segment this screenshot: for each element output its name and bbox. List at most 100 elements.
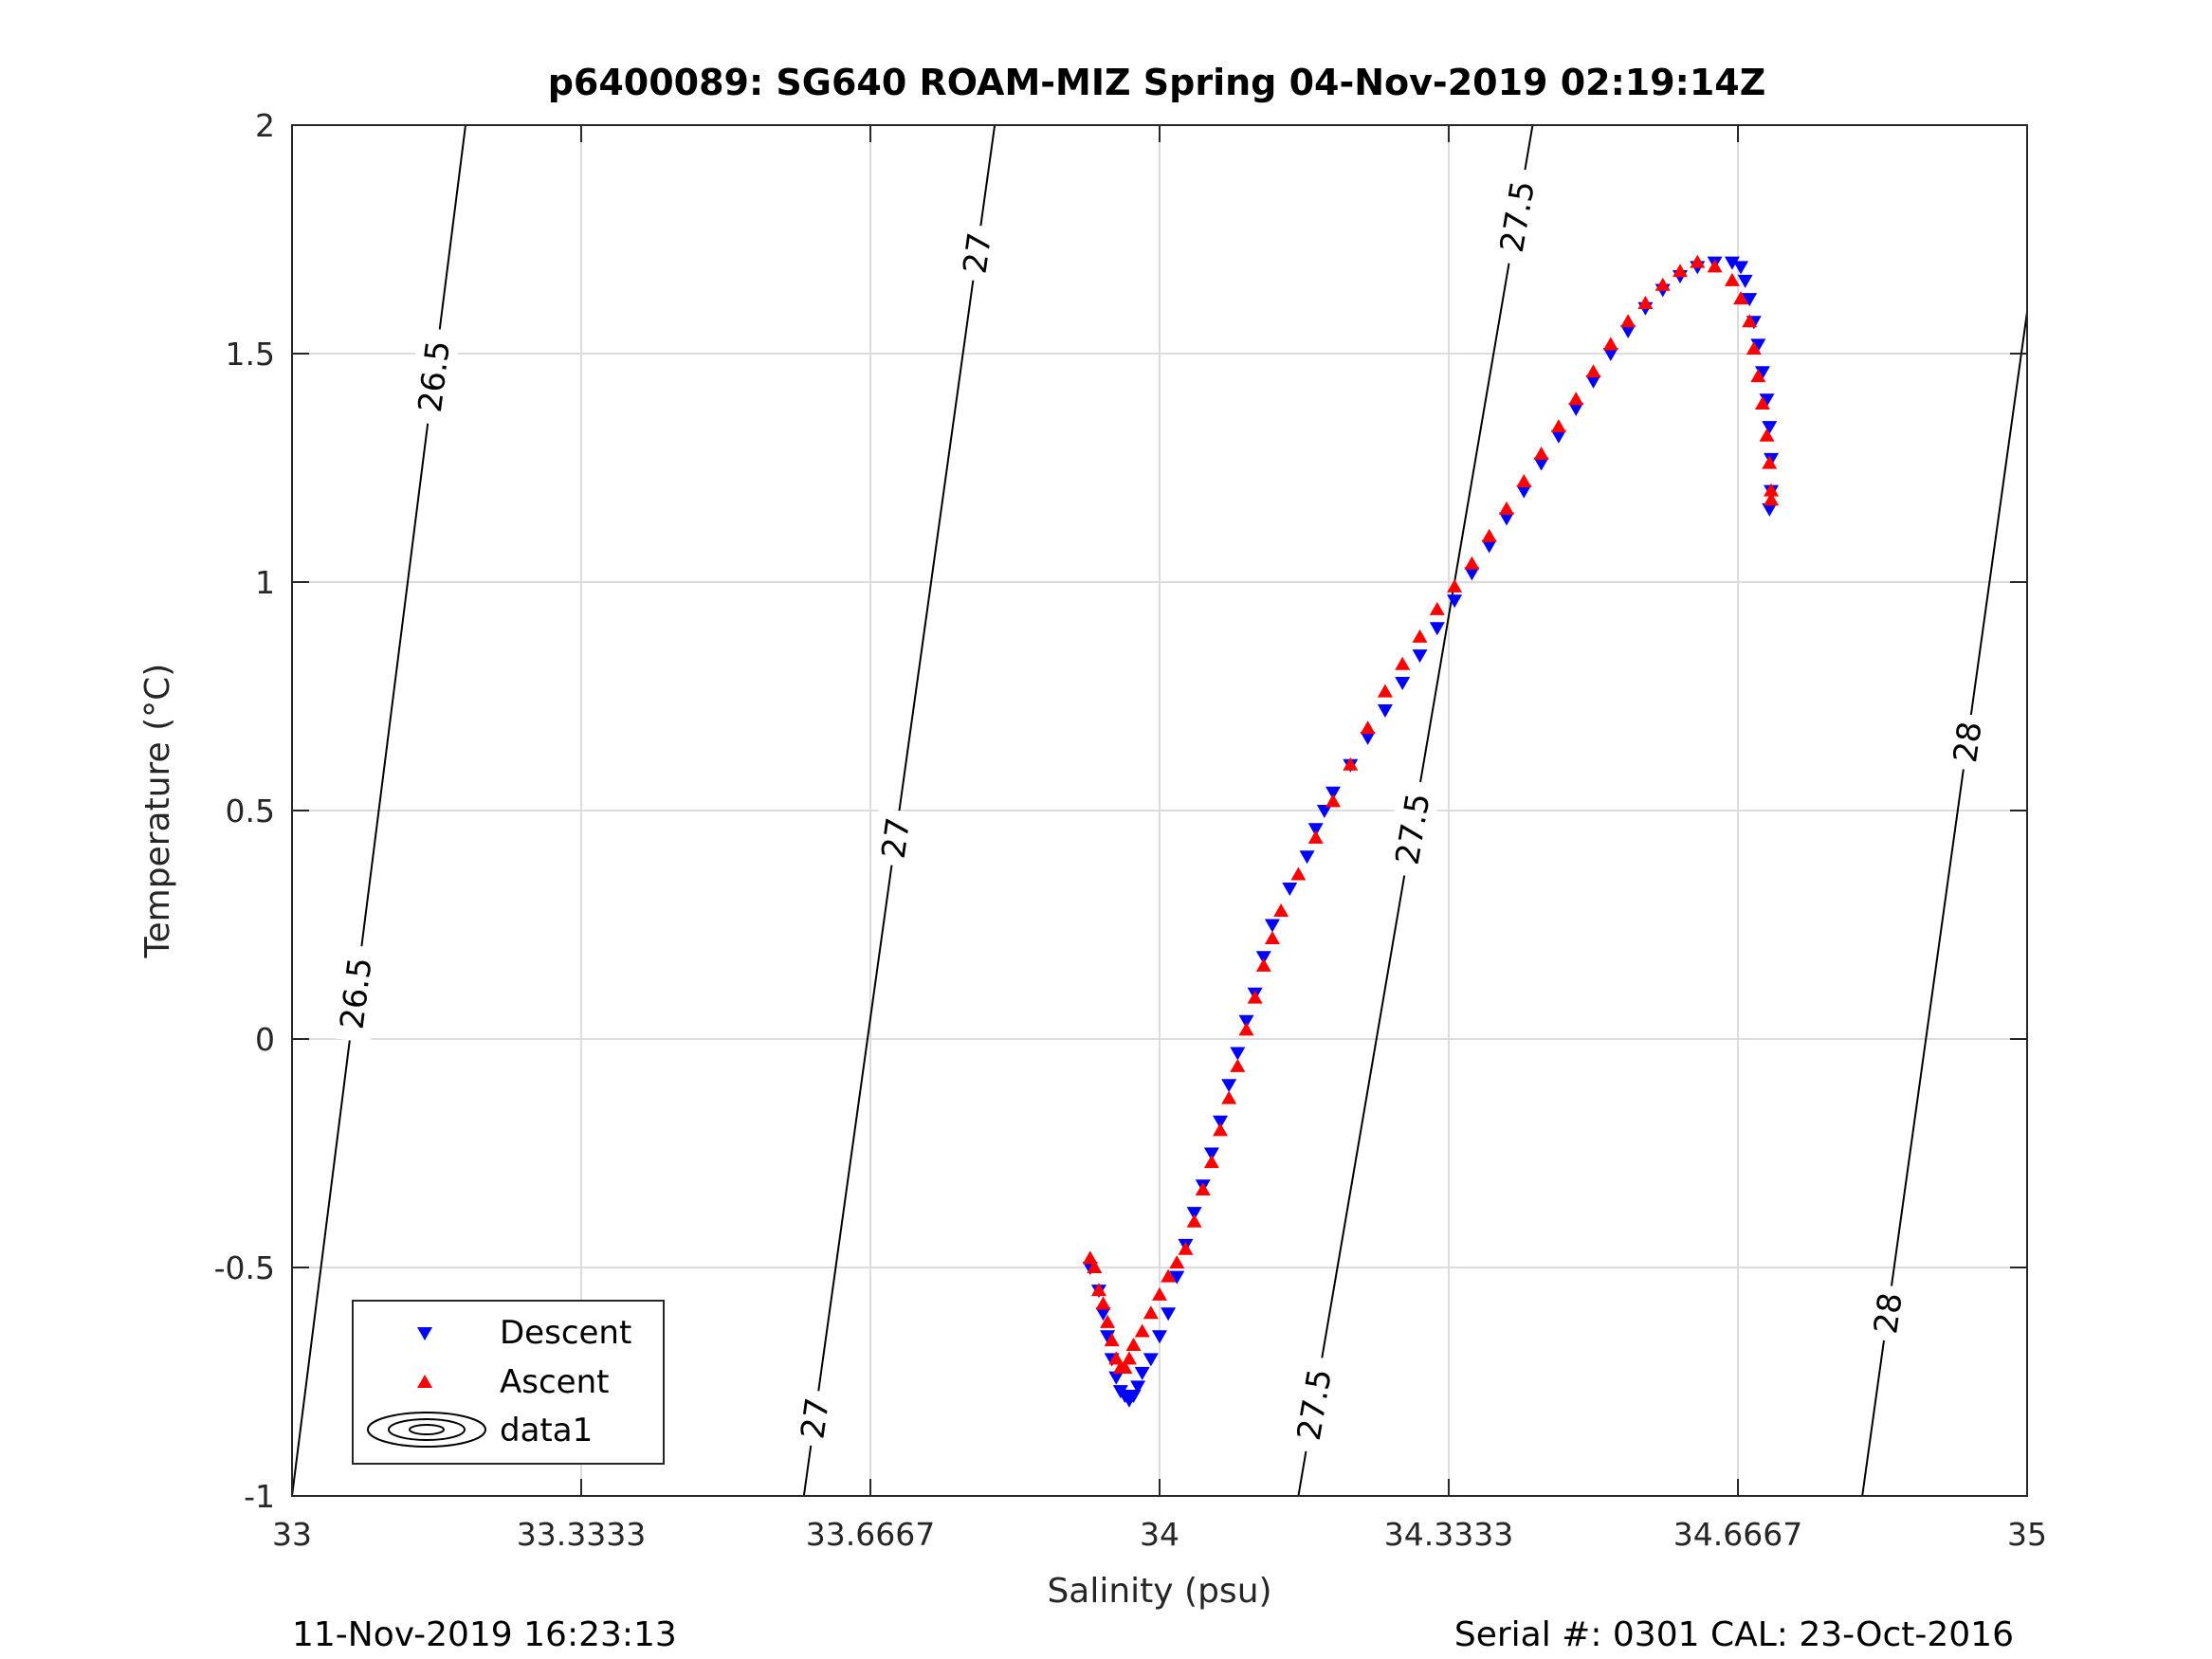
ascent-point: [1178, 1241, 1194, 1255]
descent-point: [1464, 567, 1480, 581]
ascent-point: [1746, 341, 1762, 356]
ascent-point: [1759, 428, 1775, 442]
descent-point: [1299, 850, 1315, 865]
x-tick-label: 33: [272, 1516, 312, 1553]
ascent-point: [1707, 259, 1723, 273]
descent-point: [1169, 1270, 1185, 1285]
ascent-point: [1724, 272, 1740, 286]
ascent-point: [1108, 1351, 1124, 1365]
contour-label: 27: [794, 1395, 837, 1441]
legend-contour-icon: [367, 1412, 486, 1448]
ascent-point: [1637, 295, 1654, 309]
descent-point: [1754, 366, 1770, 380]
descent-point: [1152, 1330, 1167, 1344]
contour-label: 27: [875, 815, 919, 861]
descent-point: [1360, 731, 1376, 745]
descent-point: [1316, 805, 1332, 818]
ascent-point: [1325, 793, 1341, 808]
descent-point: [1143, 1353, 1159, 1367]
legend-ascent-marker: [417, 1375, 432, 1388]
descent-point: [1238, 1014, 1254, 1029]
ascent-point: [1095, 1296, 1111, 1310]
x-tick-label: 34.3333: [1384, 1516, 1513, 1553]
contour-label: 28: [1867, 1290, 1910, 1336]
descent-point: [1282, 882, 1298, 896]
contour-label-bg: [1943, 711, 1992, 773]
x-tick-label: 34.6667: [1673, 1516, 1802, 1553]
ascent-point: [1395, 656, 1411, 670]
ascent-point: [1100, 1314, 1116, 1328]
ascent-point: [1412, 629, 1428, 643]
legend-box: [352, 1300, 665, 1465]
ascent-point: [1343, 757, 1359, 771]
ascent-point: [1117, 1360, 1133, 1375]
descent-point: [1533, 457, 1549, 471]
ascent-point: [1360, 720, 1376, 735]
y-tick-label: 1: [255, 564, 275, 601]
descent-point: [1602, 348, 1618, 361]
descent-point: [1429, 622, 1445, 636]
ascent-point: [1134, 1323, 1150, 1338]
ascent-point: [1203, 1155, 1219, 1169]
descent-point: [1412, 649, 1428, 664]
ascent-point: [1125, 1337, 1142, 1351]
descent-point: [1325, 786, 1341, 800]
descent-point: [1130, 1380, 1146, 1395]
descent-point: [1620, 324, 1636, 338]
descent-point: [1221, 1079, 1237, 1093]
contour-label-bg: [407, 326, 461, 427]
legend-ascent-label: Ascent: [500, 1363, 609, 1401]
ascent-point: [1447, 578, 1463, 592]
footer-timestamp: 11-Nov-2019 16:23:13: [292, 1615, 677, 1654]
y-tick-label: 1.5: [226, 336, 275, 373]
descent-point: [1762, 502, 1778, 517]
contour-label: 27: [957, 230, 1000, 276]
y-tick-label: -1: [244, 1478, 275, 1515]
ascent-point: [1090, 1283, 1106, 1297]
ascent-point: [1620, 314, 1636, 328]
ascent-point: [1464, 556, 1480, 570]
descent-point: [1395, 677, 1411, 691]
descent-point: [1481, 539, 1497, 554]
contour-28: 28 28: [1861, 304, 2027, 1496]
ascent-point: [1742, 314, 1758, 328]
ascent-point: [1764, 483, 1780, 497]
legend-descent-marker: [417, 1327, 432, 1340]
legend-descent-label: Descent: [500, 1314, 631, 1352]
ascent-point: [1516, 473, 1532, 487]
x-tick-label: 33.3333: [517, 1516, 646, 1553]
series-ascent: [1082, 254, 1780, 1375]
descent-point: [1255, 951, 1271, 965]
descent-point: [1095, 1307, 1111, 1322]
contour-label-bg: [1863, 1283, 1912, 1343]
descent-point: [1733, 261, 1749, 275]
ascent-point: [1733, 291, 1749, 305]
ascent-point: [1186, 1213, 1202, 1228]
descent-point: [1762, 421, 1778, 435]
descent-point: [1499, 512, 1514, 526]
ascent-point: [1152, 1286, 1167, 1301]
ascent-point: [1221, 1090, 1237, 1104]
descent-point: [1186, 1207, 1202, 1221]
descent-point: [1568, 402, 1584, 416]
descent-point: [1724, 256, 1740, 270]
contour-label: 28: [1947, 720, 1990, 765]
ascent-point: [1255, 957, 1271, 972]
ascent-point: [1690, 254, 1706, 268]
ascent-point: [1082, 1250, 1098, 1265]
ascent-point: [1143, 1305, 1159, 1320]
descent-point: [1737, 274, 1753, 288]
x-axis-label: Salinity (psu): [1047, 1572, 1271, 1611]
descent-point: [1108, 1371, 1124, 1385]
contour-label-bg: [790, 1388, 840, 1449]
ascent-point: [1104, 1333, 1120, 1347]
contour-label-bg: [870, 808, 921, 868]
x-axis-ticks: 33 33.3333 33.6667 34 34.3333 34.6667 35: [272, 125, 2047, 1553]
ascent-point: [1533, 447, 1549, 461]
descent-point: [1516, 484, 1532, 499]
y-tick-label: 0.5: [226, 793, 275, 830]
ascent-point: [1169, 1255, 1185, 1269]
footer-serial-cal: Serial #: 0301 CAL: 23-Oct-2016: [1454, 1615, 2014, 1654]
ascent-point: [1481, 528, 1497, 542]
